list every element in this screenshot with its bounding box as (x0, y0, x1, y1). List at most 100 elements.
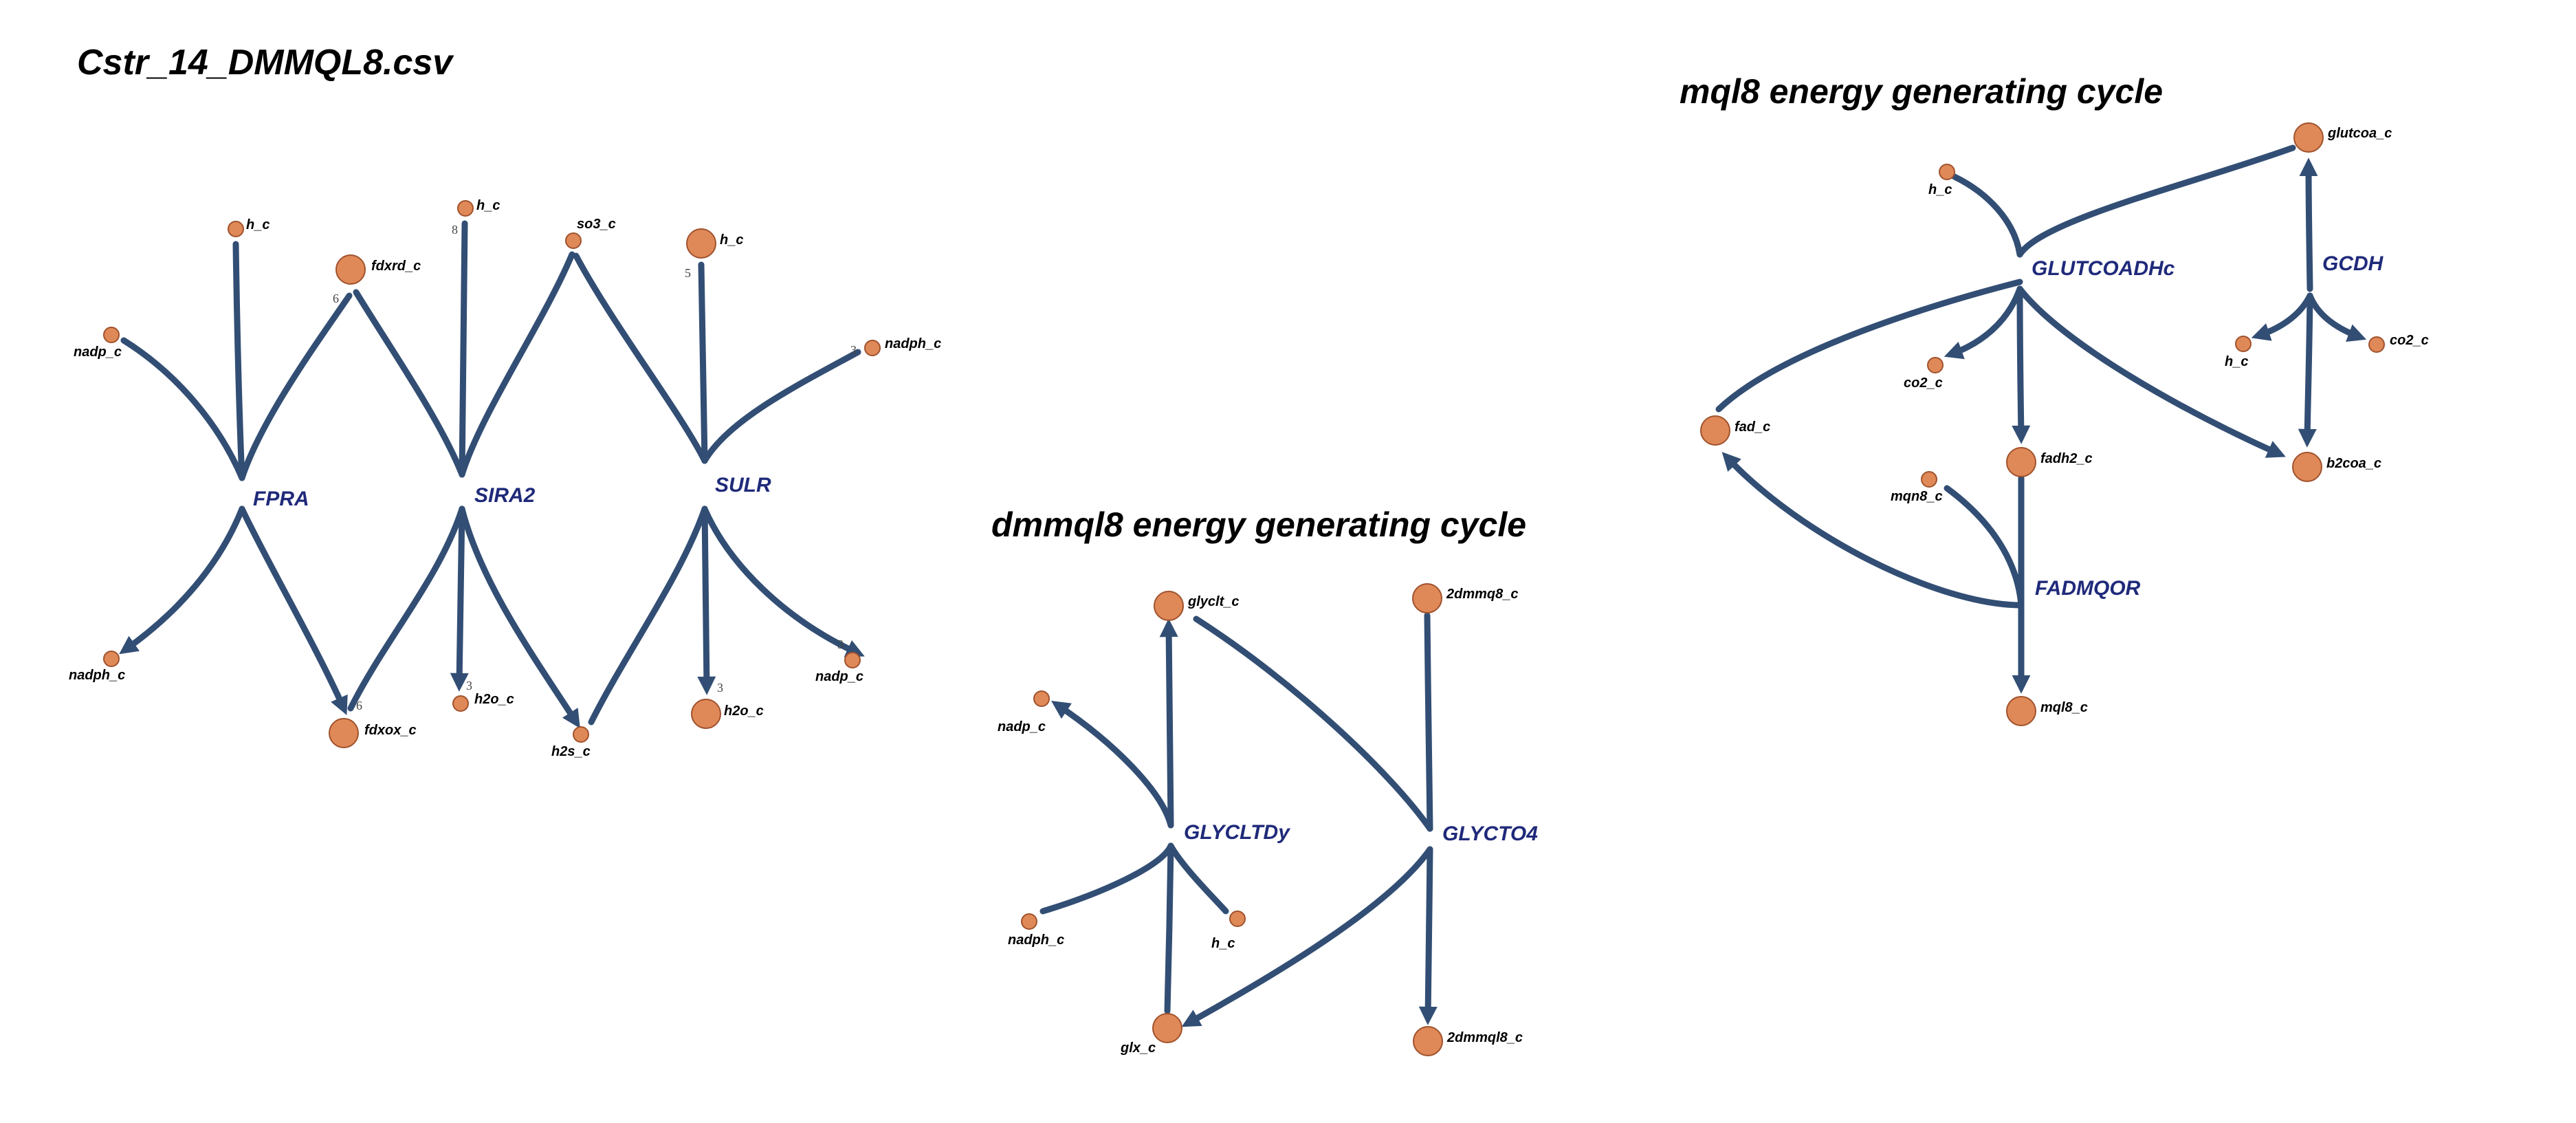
reaction-fpra: FPRA (119, 241, 353, 715)
node-sulr-nadph[interactable] (864, 340, 881, 356)
label-sira-h: h_c (476, 198, 500, 213)
node-glx[interactable] (1152, 1013, 1182, 1043)
label-so3: so3_c (577, 217, 616, 232)
node-sulr-nadp[interactable] (844, 652, 861, 668)
node-c1-h[interactable] (1229, 911, 1246, 927)
node-fpra-nadp[interactable] (103, 327, 120, 343)
stoich-sulr-h2o: 3 (717, 681, 723, 695)
edge-glycto4-glx (1181, 846, 1433, 1027)
edge-fpra-nadph (119, 505, 245, 655)
label-c2-co2: co2_c (1904, 375, 1943, 391)
edge-glutcoadhc-co2 (1944, 285, 2023, 360)
label-sira-h2o: h2o_c (474, 692, 514, 707)
edge-glycltdy-h (1167, 842, 1229, 915)
node-gcdh-h[interactable] (2235, 336, 2252, 352)
reaction-label-glycltdy: GLYCLTDy (1184, 821, 1290, 844)
label-2dmmql8: 2dmmql8_c (1446, 1030, 1523, 1045)
stoich-sulr-h: 5 (685, 266, 691, 280)
label-sulr-h2o: h2o_c (724, 704, 764, 719)
edge-glutcoadhc-glutcoa (2016, 144, 2296, 258)
edge-glutcoadhc-fad (1715, 279, 2023, 413)
node-sulr-h[interactable] (686, 228, 716, 259)
edge-glycltdy-glyclt (1159, 618, 1178, 829)
label-fdxrd: fdxrd_c (371, 259, 421, 274)
label-fadh2: fadh2_c (2040, 451, 2093, 466)
label-fpra-h: h_c (246, 217, 269, 232)
edge-sulr-nadph (701, 349, 861, 464)
node-sira-h[interactable] (457, 200, 474, 217)
edge-gcdh-glutcoa (2299, 157, 2318, 292)
reaction-glutcoadhc: GLUTCOADHc (1715, 144, 2296, 458)
node-sira-h2o[interactable] (452, 695, 469, 712)
reaction-fadmqor: FADMQOR (1721, 452, 2141, 694)
node-2dmmq8[interactable] (1412, 583, 1442, 613)
label-glyclt: glyclt_c (1187, 594, 1239, 609)
label-2dmmq8: 2dmmq8_c (1446, 587, 1519, 602)
label-c1-h: h_c (1211, 936, 1235, 951)
edge-fpra-fdxox (239, 505, 348, 715)
node-c1-nadp[interactable] (1033, 690, 1050, 707)
edge-fpra-nadp (120, 337, 245, 481)
metabolite-nodes-left: h_c nadp_c fdxrd_c 6 nadph_c fdxox_c 6 h… (69, 198, 941, 759)
edge-glycltdy-nadp (1051, 700, 1174, 829)
node-sulr-h2o[interactable] (691, 699, 721, 729)
stoich-fdxox: 6 (356, 699, 362, 712)
node-mql8[interactable] (2006, 696, 2036, 726)
label-mqn8: mqn8_c (1891, 489, 1943, 504)
reaction-label-fadmqor: FADMQOR (2035, 577, 2141, 600)
edge-gcdh-co2 (2307, 292, 2367, 342)
stoich-sira-h2o: 3 (466, 679, 472, 693)
label-sulr-nadp: nadp_c (815, 669, 863, 684)
edge-sira-so3 (459, 251, 575, 478)
node-2dmmql8[interactable] (1413, 1026, 1443, 1056)
reaction-label-sira2: SIRA2 (474, 484, 536, 507)
label-sulr-nadph: nadph_c (885, 336, 941, 351)
node-c1-nadph[interactable] (1021, 913, 1037, 930)
node-c2-h[interactable] (1939, 164, 1955, 180)
node-c2-co2[interactable] (1927, 357, 1944, 373)
stoich-sulr-nadp: 3 (837, 637, 844, 651)
node-glyclt[interactable] (1154, 591, 1184, 621)
edge-sulr-h2s (588, 505, 708, 726)
node-b2coa[interactable] (2292, 452, 2322, 482)
node-h2s[interactable] (573, 726, 589, 743)
node-mqn8[interactable] (1921, 471, 1937, 488)
node-fpra-h[interactable] (228, 221, 244, 237)
label-fpra-nadp: nadp_c (74, 345, 122, 360)
reaction-label-glutcoadhc: GLUTCOADHc (2032, 257, 2175, 280)
edge-glutcoadhc-fadh2 (2012, 285, 2031, 444)
edge-glycto4-2dmmql8 (1418, 846, 1438, 1025)
edge-glycto4-2dmmq8 (1424, 612, 1433, 832)
reaction-label-sulr: SULR (715, 474, 771, 497)
edge-sira-h2s (459, 505, 580, 729)
label-gcdh-co2: co2_c (2390, 333, 2429, 348)
edge-glycto4-glyclt (1193, 615, 1433, 832)
node-fdxox[interactable] (329, 718, 359, 748)
reaction-label-fpra: FPRA (253, 488, 309, 510)
node-fadh2[interactable] (2006, 447, 2036, 477)
label-h2s: h2s_c (551, 744, 591, 759)
node-fad[interactable] (1700, 415, 1730, 446)
edge-sira-h2o (450, 505, 469, 692)
edge-sira-fdxrd (353, 289, 465, 478)
edge-gcdh-b2coa (2298, 292, 2317, 448)
edge-glutcoadhc-h (1951, 173, 2023, 258)
label-c2-h: h_c (1928, 182, 1952, 197)
edge-sulr-h2o (697, 505, 716, 695)
edge-fadmqor-mqn8 (1944, 485, 2025, 609)
node-so3[interactable] (565, 232, 582, 249)
node-glutcoa[interactable] (2293, 122, 2324, 153)
label-glx: glx_c (1120, 1040, 1156, 1056)
edge-glycltdy-nadph (1039, 842, 1174, 915)
reaction-label-glycto4: GLYCTO4 (1442, 822, 1538, 845)
edge-glycltdy-glx (1164, 842, 1174, 1014)
reaction-label-gcdh: GCDH (2322, 252, 2384, 275)
node-gcdh-co2[interactable] (2368, 336, 2385, 353)
edge-gcdh-h (2251, 292, 2313, 341)
edge-sira-h (459, 220, 468, 478)
node-fdxrd[interactable] (335, 254, 366, 285)
edge-fpra-h (232, 241, 245, 481)
label-gcdh-h: h_c (2225, 354, 2248, 369)
node-fpra-nadph[interactable] (103, 651, 120, 667)
reaction-glycto4: GLYCTO4 (1181, 612, 1538, 1027)
